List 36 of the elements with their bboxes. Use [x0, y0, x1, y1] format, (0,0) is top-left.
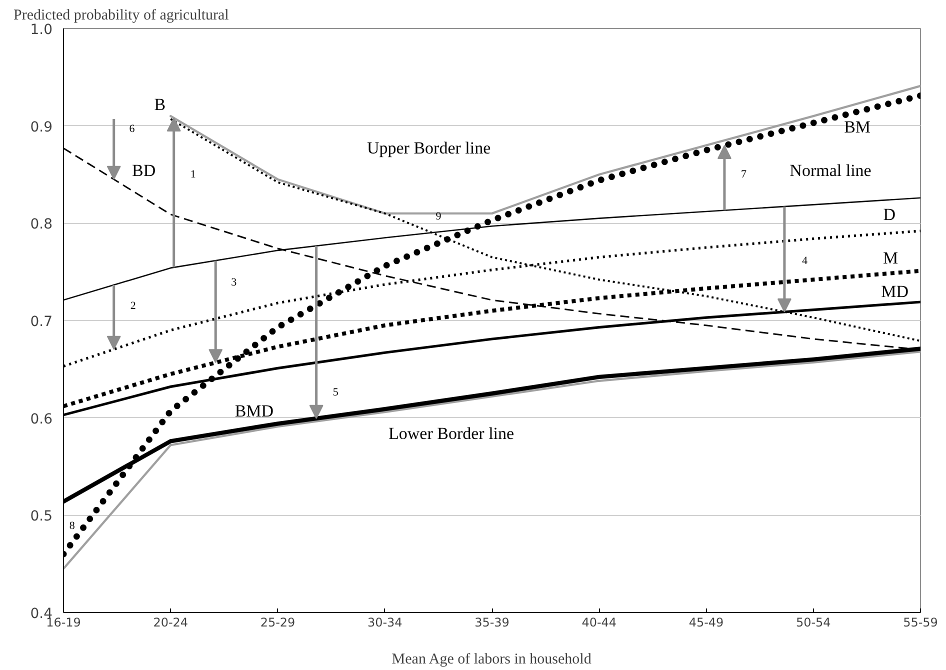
annotation: 2 — [130, 300, 136, 312]
series-label: BMD — [234, 402, 274, 421]
y-tick-label: 0.8 — [30, 216, 52, 233]
line-series — [64, 350, 920, 570]
x-tick-label: 30-34 — [367, 616, 402, 630]
x-tick-label: 50-54 — [796, 616, 831, 630]
annotation: 5 — [332, 386, 339, 399]
x-tick-label: 55-59 — [903, 616, 938, 630]
annotation: 3 — [231, 276, 238, 289]
y-tick-label: 0.6 — [30, 411, 53, 428]
y-axis-title: Predicted probability of agricultural — [14, 8, 229, 24]
x-tick-label: 45-49 — [688, 616, 724, 630]
series-label: B — [154, 94, 166, 114]
x-tick-label: 20-24 — [153, 616, 188, 630]
y-tick-label: 1.0 — [30, 22, 52, 38]
annotation: 6 — [129, 122, 136, 135]
y-tick-label: 0.5 — [30, 508, 52, 525]
x-tick-label: 40-44 — [582, 616, 617, 630]
x-tick-label: 25-29 — [260, 616, 296, 630]
series-label: D — [883, 204, 896, 224]
series-label: BM — [844, 117, 871, 136]
series-label: Normal line — [790, 161, 872, 180]
y-tick-label: 0.7 — [30, 314, 52, 330]
series-label: BD — [132, 161, 156, 180]
annotation: 8 — [69, 520, 76, 532]
y-tick-label: 0.9 — [30, 119, 52, 136]
x-tick-label: 35-39 — [474, 616, 510, 630]
annotation: 9 — [436, 210, 442, 222]
annotation: 4 — [802, 255, 808, 268]
series-label: Lower Border line — [388, 424, 514, 443]
series-label: M — [882, 248, 898, 268]
text: Upper Border line — [366, 138, 491, 158]
annotation: 7 — [740, 168, 747, 181]
series-label: MD — [881, 282, 908, 301]
annotation: 1 — [190, 168, 196, 181]
x-axis-title: Mean Age of labors in household — [392, 652, 592, 668]
